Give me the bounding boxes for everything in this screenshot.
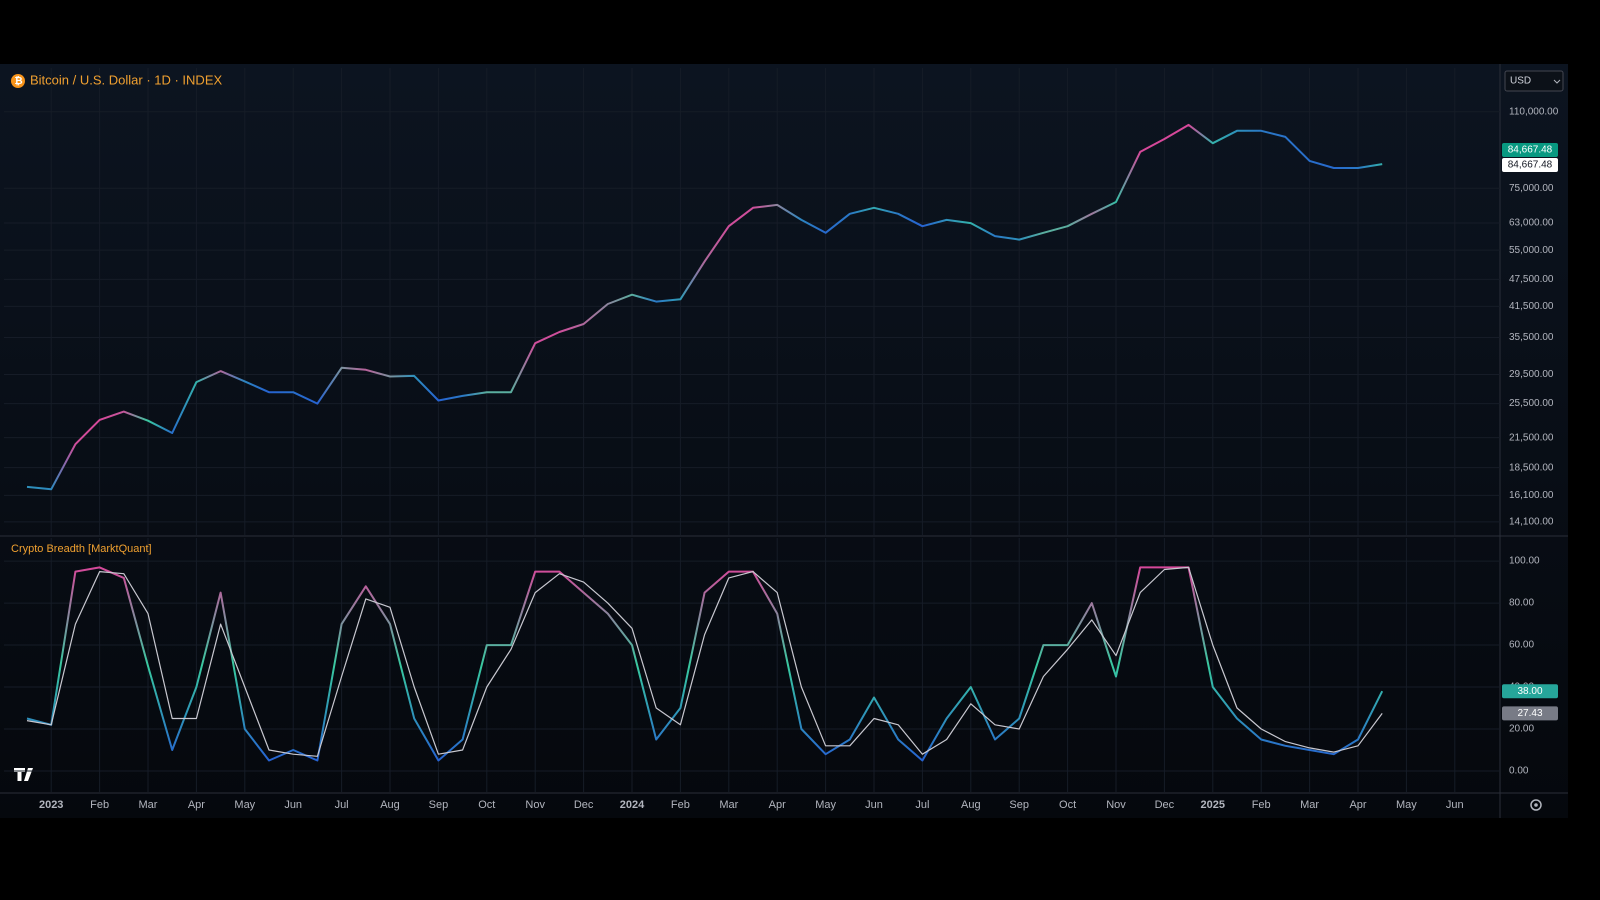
bitcoin-glyph: ₿ (15, 75, 23, 87)
price-tag (1502, 158, 1558, 173)
x-tick-label: May (1396, 799, 1417, 811)
x-tick-label: Jul (335, 799, 349, 811)
x-tick-label: Mar (1300, 799, 1319, 811)
dropdown-caret (1553, 79, 1561, 84)
y-tick-label: 75,000.00 (1509, 183, 1554, 194)
x-tick-label: Feb (671, 799, 690, 811)
x-tick-label: Apr (188, 799, 205, 811)
currency-select[interactable] (1504, 70, 1564, 92)
y-tick-label: 110,000.00 (1509, 106, 1559, 117)
x-tick-label: Jul (915, 799, 929, 811)
settings-icon-center (1534, 803, 1538, 807)
x-tick-label: Apr (1349, 799, 1366, 811)
chart-title: Bitcoin / U.S. Dollar · 1D · INDEX (30, 72, 222, 87)
indicator-line (26, 566, 1384, 762)
price-tag-label: 84,667.48 (1508, 145, 1553, 156)
y-tick-label: 0.00 (1509, 766, 1529, 777)
x-tick-label: Oct (478, 799, 495, 811)
price-tag (1502, 143, 1558, 158)
x-tick-label: Aug (961, 799, 981, 811)
y-tick-label: 18,500.00 (1509, 462, 1554, 473)
y-tick-label: 21,500.00 (1509, 432, 1554, 443)
x-tick-label: 2025 (1201, 799, 1225, 811)
settings-icon[interactable] (1530, 799, 1542, 811)
y-tick-label: 14,100.00 (1509, 516, 1554, 527)
y-tick-label: 80.00 (1509, 598, 1534, 609)
y-tick-label: 16,100.00 (1509, 490, 1554, 501)
x-tick-label: Nov (525, 799, 545, 811)
x-tick-label: Sep (429, 799, 449, 811)
currency-label[interactable]: USD (1510, 76, 1531, 87)
chart-frame (0, 64, 1568, 818)
y-tick-label: 47,500.00 (1509, 274, 1554, 285)
y-tick-label: 63,000.00 (1509, 218, 1554, 229)
x-tick-label: Nov (1106, 799, 1126, 811)
price-tag-label: 84,667.48 (1508, 160, 1553, 171)
x-tick-label: Feb (90, 799, 109, 811)
price-tag (1502, 684, 1558, 699)
price-tag-label: 27.43 (1517, 708, 1542, 719)
x-tick-label: Feb (1252, 799, 1271, 811)
x-tick-label: Dec (1155, 799, 1175, 811)
y-tick-label: 100.00 (1509, 556, 1540, 567)
x-tick-label: Mar (719, 799, 738, 811)
x-tick-label: May (234, 799, 255, 811)
y-tick-label: 35,500.00 (1509, 332, 1554, 343)
x-tick-label: Jun (1446, 799, 1464, 811)
x-tick-label: Aug (380, 799, 400, 811)
x-tick-label: Apr (769, 799, 786, 811)
bitcoin-icon (11, 74, 25, 88)
x-tick-label: Mar (139, 799, 158, 811)
y-tick-label: 60.00 (1509, 640, 1534, 651)
x-tick-label: Oct (1059, 799, 1076, 811)
price-line (26, 123, 1383, 491)
indicator-line (26, 566, 1383, 757)
price-tag-label: 38.00 (1517, 686, 1542, 697)
x-tick-label: Dec (574, 799, 594, 811)
y-tick-label: 29,500.00 (1509, 369, 1554, 380)
x-tick-label: Jun (865, 799, 883, 811)
x-tick-label: 2023 (39, 799, 63, 811)
x-tick-label: 2024 (620, 799, 645, 811)
y-tick-label: 20.00 (1509, 724, 1534, 735)
x-tick-label: May (815, 799, 836, 811)
price-tag (1502, 706, 1558, 721)
indicator-title: Crypto Breadth [MarktQuant] (11, 543, 152, 555)
x-tick-label: Sep (1009, 799, 1029, 811)
x-tick-label: Jun (284, 799, 302, 811)
y-tick-label: 55,000.00 (1509, 245, 1554, 256)
y-tick-label: 25,500.00 (1509, 398, 1554, 409)
y-tick-label: 41,500.00 (1509, 301, 1554, 312)
